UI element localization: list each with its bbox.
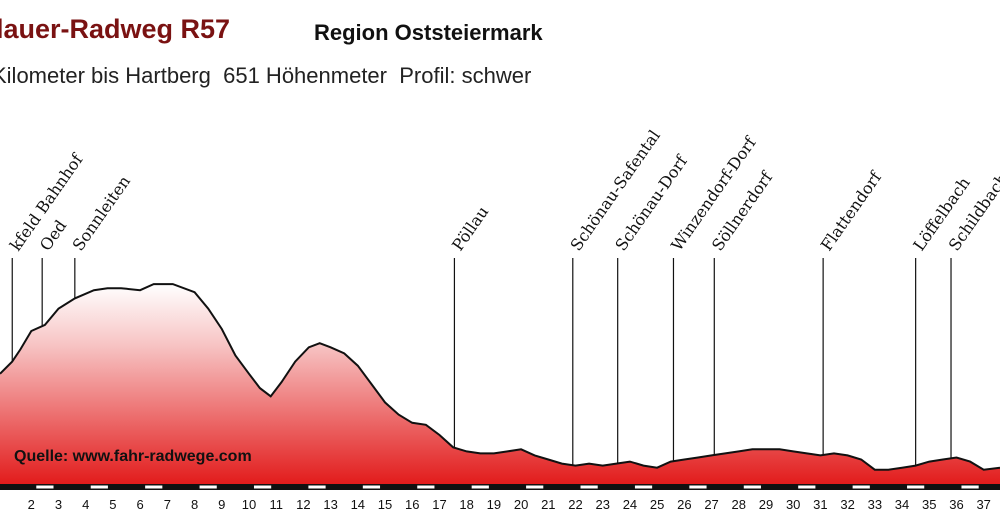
km-tick-label: 3: [55, 497, 62, 512]
km-axis-segment: [90, 485, 108, 489]
km-tick-label: 6: [137, 497, 144, 512]
km-axis-segment: [471, 485, 489, 489]
km-tick-label: 21: [541, 497, 555, 512]
km-axis-segment: [907, 485, 925, 489]
km-tick-label: 5: [109, 497, 116, 512]
place-label: Flattendorf: [817, 167, 886, 254]
info-profile: Profil: schwer: [399, 63, 532, 88]
km-tick-label: 20: [514, 497, 528, 512]
place-marker: Sonnleiten: [69, 172, 135, 299]
km-tick-label: 29: [759, 497, 773, 512]
km-tick-label: 26: [677, 497, 691, 512]
km-axis: 2 3 4 5 6 7 8 9 10 11 12 13 14 15 16 17 18 19 20 21 22 23 24 25…: [0, 484, 1000, 512]
km-tick-label: 10: [242, 497, 256, 512]
km-axis-segment: [798, 485, 816, 489]
km-axis-segment: [580, 485, 598, 489]
km-tick-label: 37: [976, 497, 990, 512]
km-tick-label: 18: [459, 497, 473, 512]
route-title: lauer-Radweg R57: [0, 14, 231, 44]
km-tick-label: 17: [432, 497, 446, 512]
place-marker: Pöllau: [448, 203, 492, 448]
km-axis-segment: [253, 485, 272, 489]
km-tick-label: 15: [378, 497, 392, 512]
km-tick-label: 31: [813, 497, 827, 512]
info-hoehenmeter: 651 Höhenmeter: [223, 63, 387, 88]
place-marker: Schönau-Dorf: [611, 151, 692, 464]
km-axis-segment: [743, 485, 761, 489]
km-axis-segment: [308, 485, 326, 489]
place-marker: Söllnerdorf: [708, 167, 777, 456]
km-axis-segment: [961, 485, 979, 489]
km-axis-segment: [852, 485, 870, 489]
km-tick-label: 23: [595, 497, 609, 512]
km-tick-label: 24: [623, 497, 637, 512]
km-tick-label: 25: [650, 497, 664, 512]
km-axis-segment: [526, 485, 544, 489]
region-label: Region Oststeiermark: [314, 20, 543, 45]
km-tick-label: 14: [351, 497, 365, 512]
km-tick-label: 7: [164, 497, 171, 512]
place-marker: Schönau-Safental: [567, 127, 664, 466]
km-tick-label: 27: [704, 497, 718, 512]
profile-area-layer: [0, 283, 1000, 484]
place-label: Sonnleiten: [69, 172, 135, 254]
km-tick-label: 28: [732, 497, 746, 512]
km-tick-label: 30: [786, 497, 800, 512]
km-axis-segment: [36, 485, 54, 489]
km-tick-label: 8: [191, 497, 198, 512]
km-tick-label: 2: [28, 497, 35, 512]
km-axis-segment: [689, 485, 707, 489]
place-marker: Flattendorf: [817, 167, 886, 456]
km-axis-band: [0, 484, 1000, 490]
km-axis-segment: [145, 485, 163, 489]
km-axis-segment: [634, 485, 653, 489]
route-info: Kilometer bis Hartberg 651 Höhenmeter Pr…: [0, 63, 531, 89]
profile-area: [0, 284, 1000, 484]
km-tick-label: 11: [269, 497, 283, 512]
km-tick-label: 9: [218, 497, 225, 512]
km-tick-label: 16: [405, 497, 419, 512]
place-label: Pöllau: [448, 203, 492, 255]
km-tick-label: 22: [568, 497, 582, 512]
info-km: Kilometer bis Hartberg: [0, 63, 211, 88]
km-tick-label: 19: [487, 497, 501, 512]
km-axis-segment: [362, 485, 381, 489]
km-tick-label: 36: [949, 497, 963, 512]
km-tick-label: 13: [323, 497, 337, 512]
km-axis-segment: [199, 485, 217, 489]
profile-line: [0, 283, 1000, 471]
km-tick-label: 32: [840, 497, 854, 512]
km-tick-label: 33: [868, 497, 882, 512]
km-tick-label: 34: [895, 497, 909, 512]
km-tick-label: 4: [82, 497, 89, 512]
km-tick-label: 12: [296, 497, 310, 512]
km-tick-label: 35: [922, 497, 936, 512]
km-axis-segment: [417, 485, 435, 489]
source-credit: Quelle: www.fahr-radwege.com: [14, 448, 252, 465]
